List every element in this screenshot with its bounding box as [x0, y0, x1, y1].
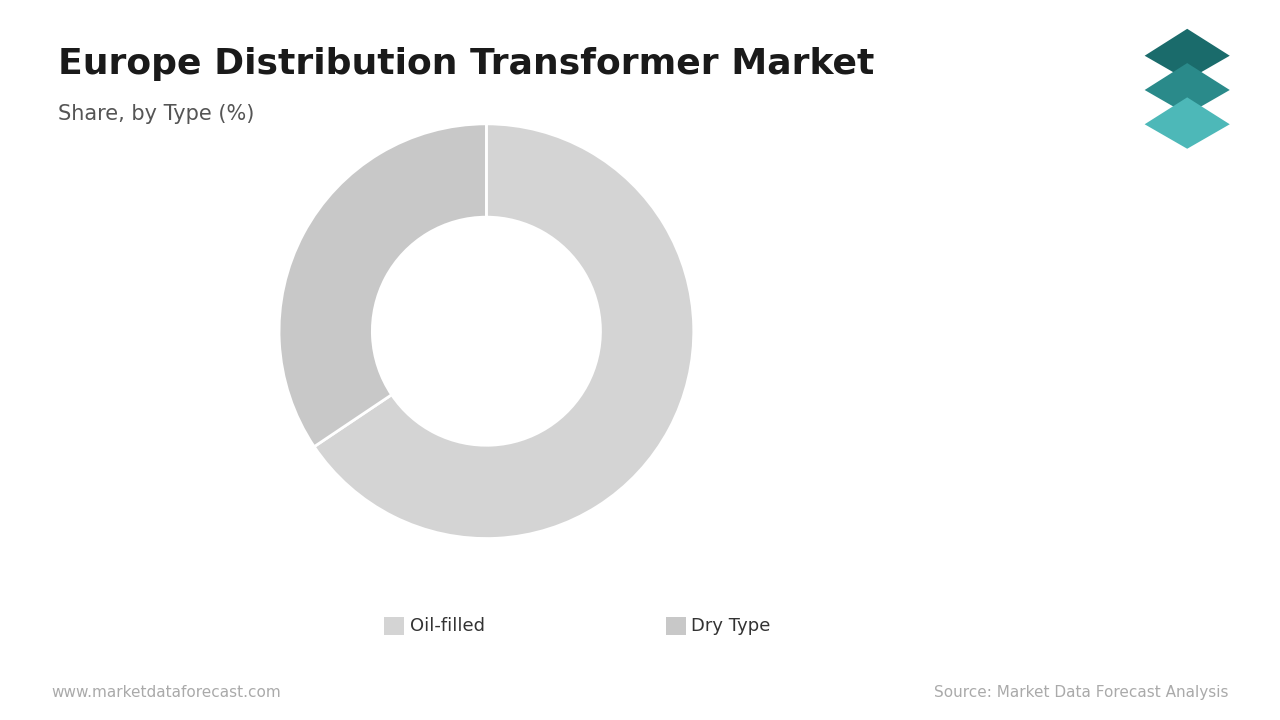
Text: Europe Distribution Transformer Market: Europe Distribution Transformer Market: [58, 47, 874, 81]
Polygon shape: [1144, 29, 1230, 80]
Polygon shape: [1144, 97, 1230, 149]
Wedge shape: [314, 124, 694, 539]
Polygon shape: [1144, 63, 1230, 114]
Text: Source: Market Data Forecast Analysis: Source: Market Data Forecast Analysis: [934, 685, 1229, 700]
Text: Oil-filled: Oil-filled: [410, 617, 485, 635]
Text: Share, by Type (%): Share, by Type (%): [58, 104, 253, 125]
Text: Dry Type: Dry Type: [691, 617, 771, 635]
Wedge shape: [279, 124, 486, 446]
Text: www.marketdataforecast.com: www.marketdataforecast.com: [51, 685, 280, 700]
